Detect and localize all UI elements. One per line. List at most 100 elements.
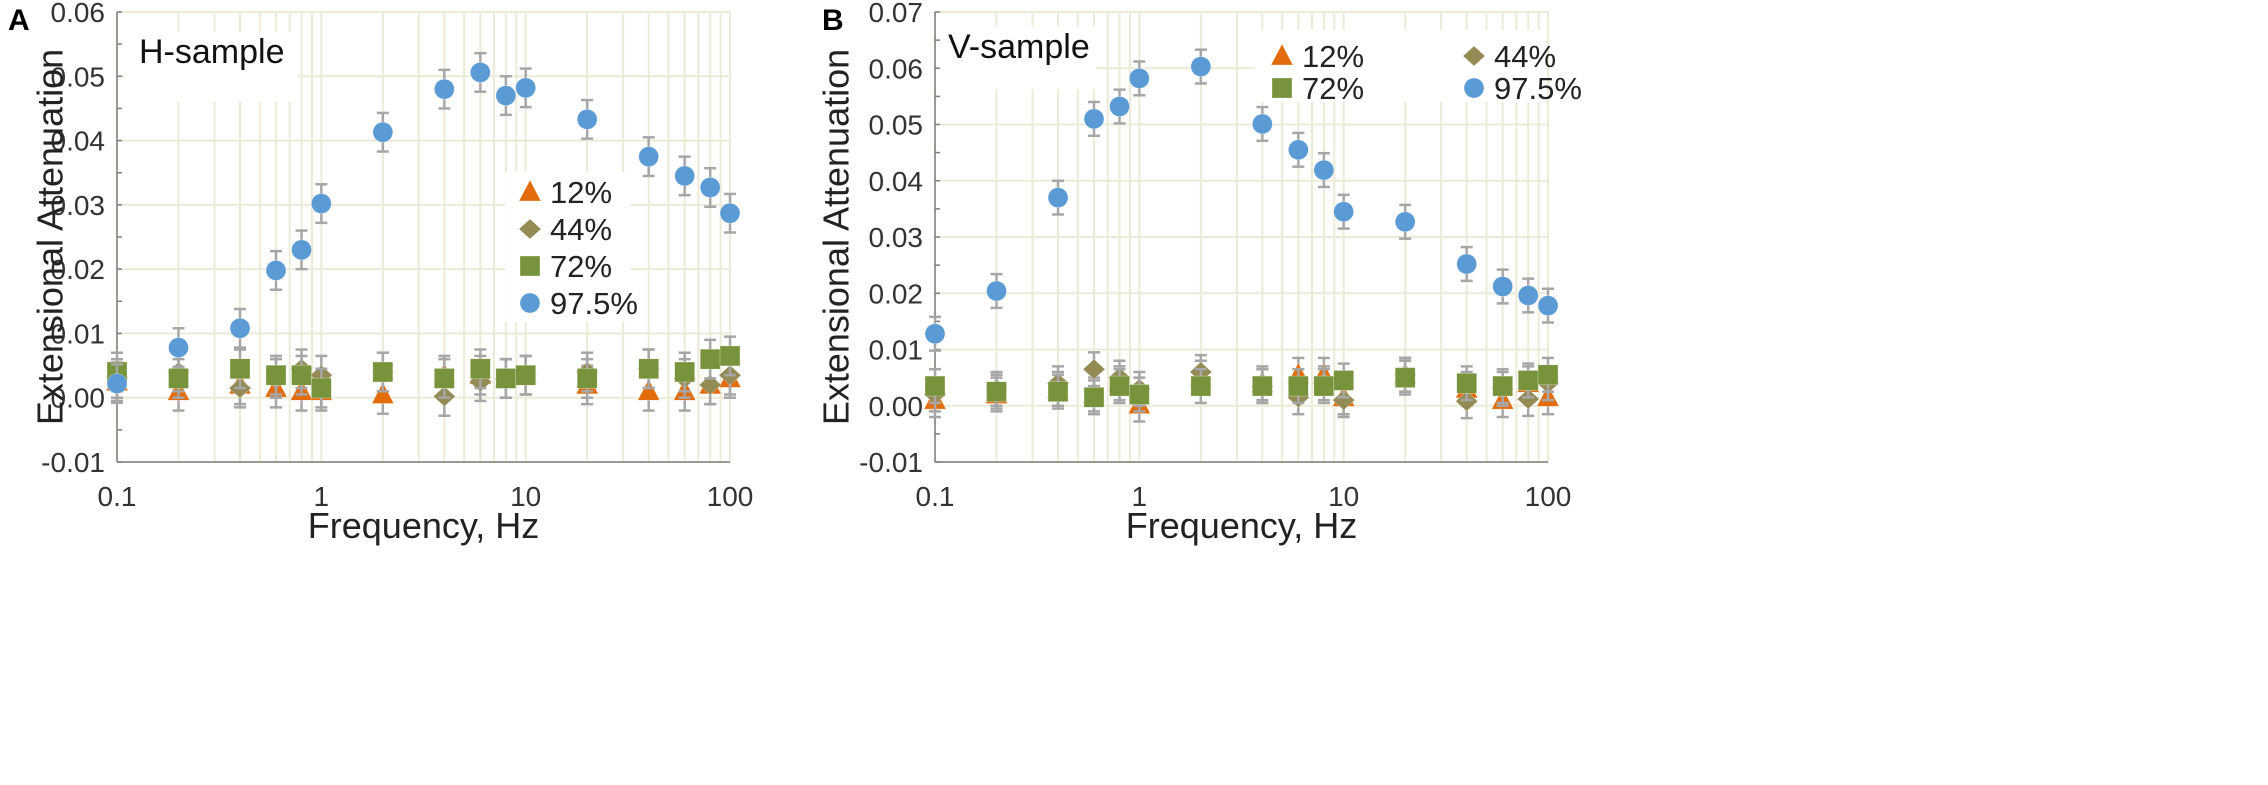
y-tick-label: 0.00 bbox=[869, 391, 924, 422]
data-point bbox=[1082, 358, 1106, 380]
data-point bbox=[1047, 187, 1069, 208]
legend: 12%44%72%97.5% bbox=[505, 172, 638, 322]
legend-marker bbox=[519, 292, 541, 314]
data-point bbox=[1456, 253, 1477, 275]
data-point bbox=[1083, 387, 1105, 408]
data-point bbox=[291, 364, 312, 386]
x-tick-label: 10 bbox=[1328, 481, 1359, 512]
data-point bbox=[1129, 68, 1150, 89]
data-point bbox=[924, 375, 946, 397]
chart-panel-b: -0.01 0.00 0.01 0.02 0.03 0.04 0.05 0.06 0.07 0.1… bbox=[815, 0, 1582, 546]
legend-label: 12% bbox=[550, 175, 612, 210]
data-point bbox=[1537, 364, 1559, 386]
data-point bbox=[699, 348, 721, 370]
data-point bbox=[1517, 370, 1539, 391]
data-point bbox=[674, 165, 695, 187]
data-point bbox=[311, 193, 332, 214]
data-point bbox=[265, 260, 287, 281]
data-point bbox=[1517, 285, 1539, 306]
legend-marker bbox=[1270, 43, 1294, 66]
data-point bbox=[637, 378, 661, 401]
data-point bbox=[1288, 375, 1309, 397]
data-point bbox=[291, 239, 312, 261]
data-point bbox=[576, 109, 598, 130]
legend-marker bbox=[1271, 77, 1293, 99]
legend-label: 72% bbox=[550, 249, 612, 284]
data-point bbox=[1332, 389, 1356, 411]
y-tick-label: 0.03 bbox=[51, 190, 106, 221]
legend-marker bbox=[518, 179, 542, 202]
y-tick-label: 0.01 bbox=[51, 318, 106, 349]
data-point bbox=[515, 77, 536, 99]
data-point bbox=[495, 85, 517, 106]
data-point bbox=[1190, 56, 1212, 77]
data-point bbox=[1492, 375, 1513, 397]
y-tick-label: 0.06 bbox=[51, 0, 106, 28]
y-tick-label: 0.04 bbox=[869, 166, 924, 197]
panel-letter: A bbox=[8, 4, 30, 37]
data-point bbox=[576, 368, 598, 389]
legend-marker bbox=[518, 218, 542, 240]
data-point bbox=[371, 381, 395, 404]
data-point bbox=[719, 202, 741, 224]
data-point bbox=[229, 318, 251, 339]
y-tick-label: 0.02 bbox=[51, 254, 106, 285]
y-tick-label: 0.05 bbox=[51, 61, 106, 92]
data-point bbox=[1537, 295, 1559, 316]
data-point bbox=[1047, 381, 1069, 402]
legend-label: 97.5% bbox=[1494, 71, 1582, 106]
x-tick-label: 1 bbox=[1132, 481, 1148, 512]
data-point bbox=[674, 361, 695, 383]
legend: 12% 44% 72% 97.5% bbox=[1255, 30, 1582, 106]
legend-label: 97.5% bbox=[550, 286, 638, 321]
data-point bbox=[372, 361, 394, 383]
data-point bbox=[1492, 276, 1513, 297]
y-tick-label: 0.01 bbox=[869, 335, 924, 366]
data-point bbox=[986, 280, 1007, 302]
data-point bbox=[1083, 108, 1105, 130]
data-point bbox=[372, 121, 394, 143]
data-point bbox=[1190, 375, 1212, 397]
x-tick-label: 100 bbox=[1525, 481, 1572, 512]
data-point bbox=[470, 62, 491, 83]
data-point bbox=[1333, 201, 1354, 222]
sample-label: H-sample bbox=[139, 33, 284, 71]
x-tick-label: 10 bbox=[510, 481, 541, 512]
legend-label: 44% bbox=[1494, 39, 1556, 74]
data-point bbox=[638, 358, 659, 380]
data-point bbox=[924, 323, 946, 344]
panel-letter: B bbox=[822, 4, 844, 37]
data-point bbox=[986, 381, 1007, 402]
data-point bbox=[495, 368, 517, 389]
data-point bbox=[1109, 375, 1130, 397]
data-point bbox=[229, 358, 251, 380]
y-tick-label: 0.02 bbox=[869, 278, 924, 309]
x-tick-label: 100 bbox=[707, 481, 754, 512]
data-point bbox=[1313, 159, 1335, 181]
legend-label: 12% bbox=[1302, 39, 1364, 74]
data-point bbox=[698, 374, 722, 396]
data-point bbox=[106, 373, 128, 394]
data-point bbox=[265, 364, 287, 386]
y-tick-label: 0.03 bbox=[869, 222, 924, 253]
legend-marker bbox=[1463, 77, 1485, 99]
data-point bbox=[311, 377, 332, 399]
data-point bbox=[1516, 388, 1540, 410]
legend-marker bbox=[1462, 45, 1486, 67]
y-tick-label: 0.04 bbox=[51, 126, 106, 157]
y-tick-label: -0.01 bbox=[41, 447, 105, 478]
x-tick-label: 0.1 bbox=[916, 481, 955, 512]
x-tick-label: 0.1 bbox=[98, 481, 137, 512]
data-point bbox=[1456, 373, 1477, 394]
data-point bbox=[168, 337, 189, 358]
y-axis-title: Extensional Attenuation bbox=[815, 49, 856, 425]
y-tick-label: 0.00 bbox=[51, 383, 106, 414]
data-point bbox=[1333, 370, 1354, 391]
data-point bbox=[1109, 96, 1130, 117]
data-point bbox=[515, 364, 536, 386]
series-97-5pct bbox=[924, 48, 1559, 352]
legend-label: 72% bbox=[1302, 71, 1364, 106]
legend-marker bbox=[519, 255, 541, 277]
data-point bbox=[1313, 375, 1335, 397]
